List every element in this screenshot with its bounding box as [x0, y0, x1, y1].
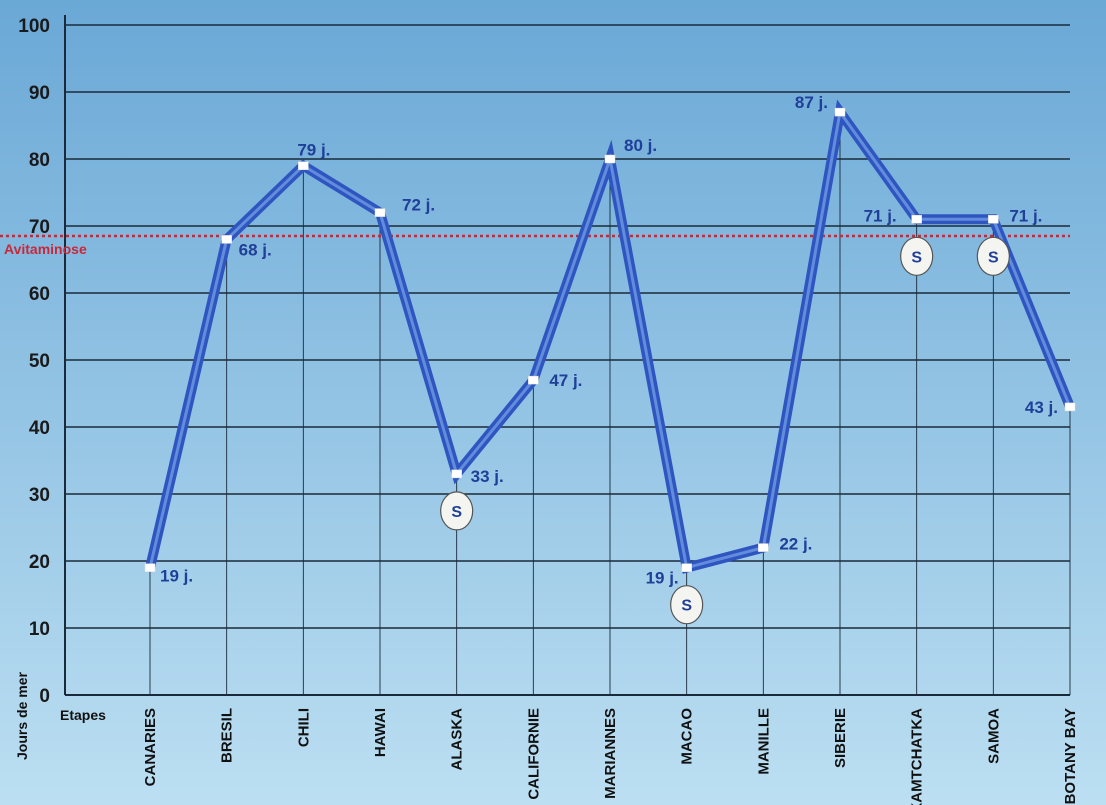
- data-point: [834, 107, 846, 117]
- data-point: [528, 375, 539, 385]
- x-tick-label: MACAO: [679, 708, 696, 765]
- data-point: [221, 235, 232, 244]
- s-marker-label: S: [911, 249, 922, 266]
- data-label: 22 j.: [779, 535, 812, 554]
- x-tick-label: BRESIL: [219, 708, 236, 763]
- s-marker: [976, 236, 1010, 276]
- data-label: 72 j.: [402, 196, 435, 215]
- s-marker-label: S: [681, 598, 692, 615]
- x-tick-label: CANARIES: [142, 708, 159, 786]
- data-point: [911, 215, 922, 224]
- s-marker: [900, 236, 934, 276]
- data-point: [988, 215, 999, 224]
- data-point: [604, 154, 616, 164]
- x-tick-label: CALIFORNIE: [525, 708, 542, 800]
- data-label: 47 j.: [549, 371, 582, 390]
- x-tick-label: SAMOA: [985, 708, 1002, 764]
- s-marker-label: S: [451, 504, 462, 521]
- reference-line-label: Avitaminose: [4, 241, 87, 257]
- y-tick-label: 40: [29, 418, 50, 439]
- data-label: 19 j.: [646, 569, 679, 588]
- s-marker: [670, 585, 704, 625]
- y-tick-label: 90: [29, 83, 50, 104]
- x-axis-title: Etapes: [60, 707, 106, 723]
- data-label: 80 j.: [624, 136, 657, 155]
- y-tick-label: 100: [18, 16, 50, 37]
- y-tick-label: 20: [29, 552, 50, 573]
- s-marker-label: S: [988, 249, 999, 266]
- x-tick-label: MARIANNES: [602, 708, 619, 799]
- y-tick-label: 50: [29, 351, 50, 372]
- y-tick-label: 80: [29, 150, 50, 171]
- data-label: 19 j.: [160, 567, 193, 586]
- y-axis-title: Jours de mer: [14, 672, 30, 760]
- data-point: [451, 469, 462, 479]
- data-label: 71 j.: [1009, 206, 1042, 225]
- y-tick-label: 0: [39, 686, 50, 707]
- data-label: 71 j.: [864, 206, 897, 225]
- x-tick-label: HAWAI: [372, 708, 389, 757]
- x-tick-label: ALASKA: [449, 708, 466, 771]
- data-label: 33 j.: [471, 467, 504, 486]
- s-marker: [440, 491, 474, 531]
- x-tick-label: MANILLE: [755, 708, 772, 775]
- data-point: [1064, 402, 1076, 412]
- data-point: [374, 208, 386, 217]
- y-tick-label: 60: [29, 284, 50, 305]
- data-point: [681, 563, 692, 572]
- y-tick-label: 30: [29, 485, 50, 506]
- y-tick-label: 10: [29, 619, 50, 640]
- x-tick-label: SIBERIE: [832, 708, 849, 768]
- data-label: 79 j.: [297, 141, 330, 160]
- data-point: [758, 543, 769, 552]
- x-tick-label: BOTANY BAY: [1062, 708, 1079, 804]
- data-label: 68 j.: [239, 240, 272, 259]
- y-tick-label: 70: [29, 217, 50, 238]
- data-point: [144, 563, 156, 572]
- x-tick-label: CHILI: [295, 708, 312, 747]
- x-tick-label: KAMTCHATKA: [909, 708, 926, 805]
- data-point: [298, 161, 309, 170]
- data-label: 87 j.: [795, 93, 828, 112]
- data-label: 43 j.: [1025, 398, 1058, 417]
